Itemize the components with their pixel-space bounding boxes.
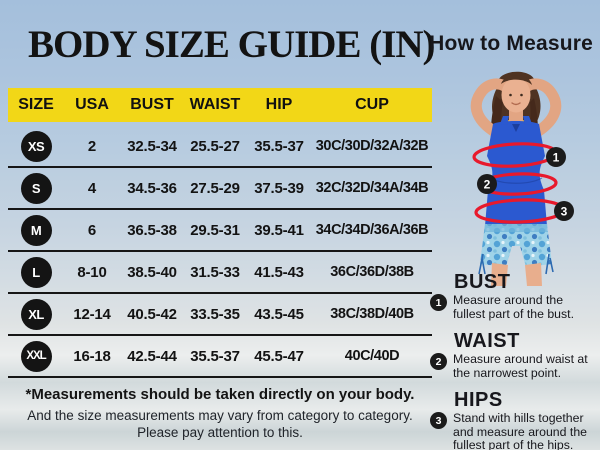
usa-value: 8-10 [77,263,107,281]
bust-value: 42.5-44 [127,347,177,365]
waist-value: 35.5-37 [190,347,240,365]
step-3-badge: 3 [430,412,447,429]
size-badge: XXL [20,340,52,372]
model-shorts [478,224,554,275]
hip-value: 45.5-47 [254,347,304,365]
waist-value: 31.5-33 [190,263,240,281]
marker-1-circle [546,147,566,167]
bust-value: 38.5-40 [127,263,177,281]
table-body: XS 2 32.5-34 25.5-27 35.5-37 30C/30D/32A… [8,126,432,378]
page-title: BODY SIZE GUIDE (IN) [28,23,436,66]
table-row: S 4 34.5-36 27.5-29 37.5-39 32C/32D/34A/… [8,168,432,210]
table-row: XL 12-14 40.5-42 33.5-35 43.5-45 38C/38D… [8,294,432,336]
step-hips-label: HIPS [454,389,503,411]
waist-value: 27.5-29 [190,179,240,197]
step-bust-text: Measure around the fullest part of the b… [453,293,574,321]
step-waist-label: WAIST [454,330,520,352]
svg-text:1: 1 [553,151,560,165]
step-waist: WAIST 2 Measure around waist at the narr… [430,330,598,380]
hip-value: 43.5-45 [254,305,304,323]
model-arms [470,78,562,138]
usa-value: 2 [87,137,97,155]
cup-value: 36C/36D/38B [330,264,414,280]
cup-value: 38C/38D/40B [330,306,414,322]
cup-value: 34C/34D/36A/36B [315,222,429,238]
usa-value: 12-14 [73,305,111,323]
note-tertiary: Please pay attention to this. [137,425,303,440]
svg-text:3: 3 [561,205,568,219]
bust-value: 36.5-38 [127,221,177,239]
step-waist-text: Measure around waist at the narrowest po… [453,352,588,380]
how-to-measure-title: How to Measure [429,32,593,55]
size-badge: XL [20,298,52,330]
model-head [501,75,532,124]
table-row: XS 2 32.5-34 25.5-27 35.5-37 30C/30D/32A… [8,126,432,168]
table-header-row: SIZE USA BUST WAIST HIP CUP [8,88,432,122]
usa-value: 4 [87,179,97,197]
waist-value: 29.5-31 [190,221,240,239]
cup-value: 40C/40D [344,348,400,364]
waist-value: 33.5-35 [190,305,240,323]
step-hips-text: Stand with hills together and measure ar… [453,411,587,450]
svg-text:2: 2 [484,178,491,192]
cup-value: 30C/30D/32A/32B [315,138,429,154]
cup-value: 32C/32D/34A/34B [315,180,429,196]
column-header-cup: CUP [355,96,389,113]
hip-value: 37.5-39 [254,179,304,197]
marker-2-circle [477,174,497,194]
bust-value: 34.5-36 [127,179,177,197]
measurement-notes: *Measurements should be taken directly o… [8,386,432,441]
size-badge: XS [20,130,52,162]
marker-3-circle [554,201,574,221]
hip-value: 35.5-37 [254,137,304,155]
hip-value: 39.5-41 [254,221,304,239]
step-bust: BUST 1 Measure around the fullest part o… [430,271,598,321]
model-photo: 1 2 3 [470,71,574,286]
size-badge: M [20,214,52,246]
column-header-hip: HIP [265,96,293,113]
step-hips: HIPS 3 Stand with hills together and mea… [430,389,598,450]
ring-markers: 1 2 3 [477,147,574,221]
bust-value: 32.5-34 [127,137,177,155]
usa-value: 6 [87,221,97,239]
model-legs [491,263,542,286]
column-header-bust: BUST [130,96,174,113]
waist-value: 25.5-27 [190,137,240,155]
step-2-badge: 2 [430,353,447,370]
bust-value: 40.5-42 [127,305,177,323]
hip-value: 41.5-43 [254,263,304,281]
step-1-badge: 1 [430,294,447,311]
usa-value: 16-18 [73,347,111,365]
size-badge: S [20,172,52,204]
size-guide-table: SIZE USA BUST WAIST HIP CUP XS 2 32.5-34… [8,88,432,378]
note-secondary: And the size measurements may vary from … [27,408,413,423]
column-header-size: SIZE [18,96,54,113]
table-row: XXL 16-18 42.5-44 35.5-37 45.5-47 40C/40… [8,336,432,378]
measure-steps: BUST 1 Measure around the fullest part o… [430,271,598,450]
column-header-usa: USA [75,96,109,113]
table-row: L 8-10 38.5-40 31.5-33 41.5-43 36C/36D/3… [8,252,432,294]
step-bust-label: BUST [454,271,511,293]
table-row: M 6 36.5-38 29.5-31 39.5-41 34C/34D/36A/… [8,210,432,252]
size-badge: L [20,256,52,288]
column-header-waist: WAIST [189,96,241,113]
note-primary: *Measurements should be taken directly o… [25,386,415,403]
